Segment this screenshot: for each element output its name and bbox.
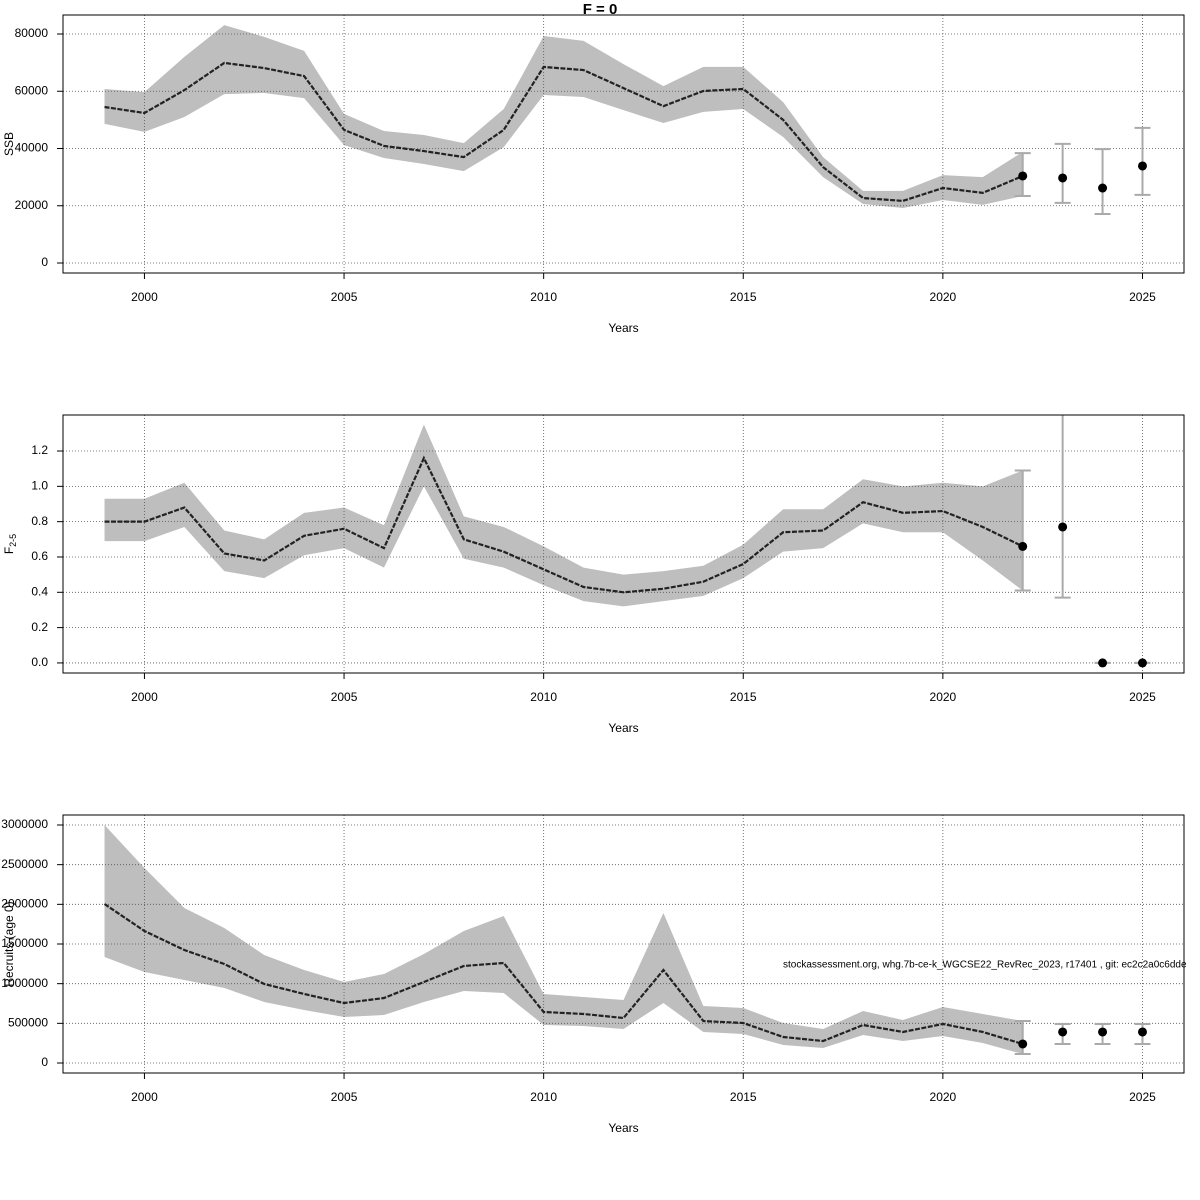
- confidence-band: [104, 424, 1023, 607]
- y-axis-label-main: F: [2, 547, 16, 554]
- x-tick-label: 2015: [730, 1090, 757, 1104]
- estimate-line: [103, 903, 1024, 1046]
- y-axis-label: F2-5: [2, 534, 18, 554]
- plot-area: [63, 415, 1184, 673]
- x-tick-label: 2020: [930, 1090, 957, 1104]
- forecast-point: [1018, 541, 1028, 551]
- estimate-line: [104, 61, 1024, 203]
- y-tick-label: 0.8: [31, 514, 48, 528]
- forecast-point: [1098, 183, 1108, 193]
- x-axis-label: Years: [608, 721, 638, 735]
- y-tick-label: 0.6: [31, 549, 48, 563]
- plot-area: [63, 15, 1184, 273]
- forecast-point: [1137, 658, 1147, 668]
- y-tick-label: 0: [41, 255, 48, 269]
- confidence-band: [104, 25, 1023, 209]
- x-tick-label: 2000: [131, 290, 158, 304]
- plot-frame: [62, 414, 1185, 674]
- y-axis-label-main: Recruits (age 0): [2, 901, 16, 986]
- y-tick-label: 1000000: [1, 976, 48, 990]
- x-tick-label: 2020: [930, 290, 957, 304]
- x-tick-label: 2025: [1129, 690, 1156, 704]
- forecast-point: [1058, 522, 1068, 532]
- y-tick-label: 80000: [15, 26, 49, 40]
- y-tick-label: 60000: [15, 83, 49, 97]
- y-tick-label: 3000000: [1, 817, 48, 831]
- forecast-point: [1018, 1039, 1028, 1049]
- y-tick-label: 0.0: [31, 655, 48, 669]
- forecast-point: [1098, 658, 1108, 668]
- y-tick-label: 40000: [15, 141, 49, 155]
- x-axis-label: Years: [608, 321, 638, 335]
- y-axis-label: SSB: [2, 132, 16, 156]
- forecast-point: [1098, 1027, 1108, 1037]
- footnote: stockassessment.org, whg.7b-ce-k_WGCSE22…: [783, 960, 1187, 971]
- plot-area: [63, 815, 1184, 1073]
- forecast-point: [1137, 161, 1147, 171]
- y-tick-label: 0.2: [31, 620, 48, 634]
- y-tick-label: 0: [41, 1055, 48, 1069]
- x-tick-label: 2000: [131, 690, 158, 704]
- x-tick-label: 2010: [530, 1090, 557, 1104]
- x-tick-label: 2025: [1129, 1090, 1156, 1104]
- forecast-point: [1137, 1027, 1147, 1037]
- confidence-band: [104, 824, 1023, 1055]
- y-tick-label: 2000000: [1, 897, 48, 911]
- x-tick-label: 2015: [730, 290, 757, 304]
- y-axis-label-subscript: 2-5: [8, 534, 18, 547]
- y-tick-label: 1.2: [31, 443, 48, 457]
- y-tick-label: 1.0: [31, 479, 48, 493]
- forecast-point: [1058, 173, 1068, 183]
- y-tick-label: 20000: [15, 198, 49, 212]
- x-tick-label: 2000: [131, 1090, 158, 1104]
- forecast-point: [1058, 1027, 1068, 1037]
- x-tick-label: 2010: [530, 690, 557, 704]
- y-tick-label: 2500000: [1, 857, 48, 871]
- x-tick-label: 2010: [530, 290, 557, 304]
- x-tick-label: 2025: [1129, 290, 1156, 304]
- y-tick-label: 500000: [8, 1016, 48, 1030]
- forecast-point: [1018, 171, 1028, 181]
- estimate-line: [104, 455, 1024, 594]
- x-axis-label: Years: [608, 1121, 638, 1135]
- y-tick-label: 0.4: [31, 584, 48, 598]
- y-axis-label: Recruits (age 0): [2, 901, 16, 986]
- x-tick-label: 2005: [331, 1090, 358, 1104]
- chart-title: F = 0: [583, 1, 618, 18]
- x-tick-label: 2005: [331, 290, 358, 304]
- x-tick-label: 2015: [730, 690, 757, 704]
- plot-frame: [62, 14, 1185, 274]
- x-tick-label: 2020: [930, 690, 957, 704]
- y-tick-label: 1500000: [1, 936, 48, 950]
- x-tick-label: 2005: [331, 690, 358, 704]
- y-axis-label-main: SSB: [2, 132, 16, 156]
